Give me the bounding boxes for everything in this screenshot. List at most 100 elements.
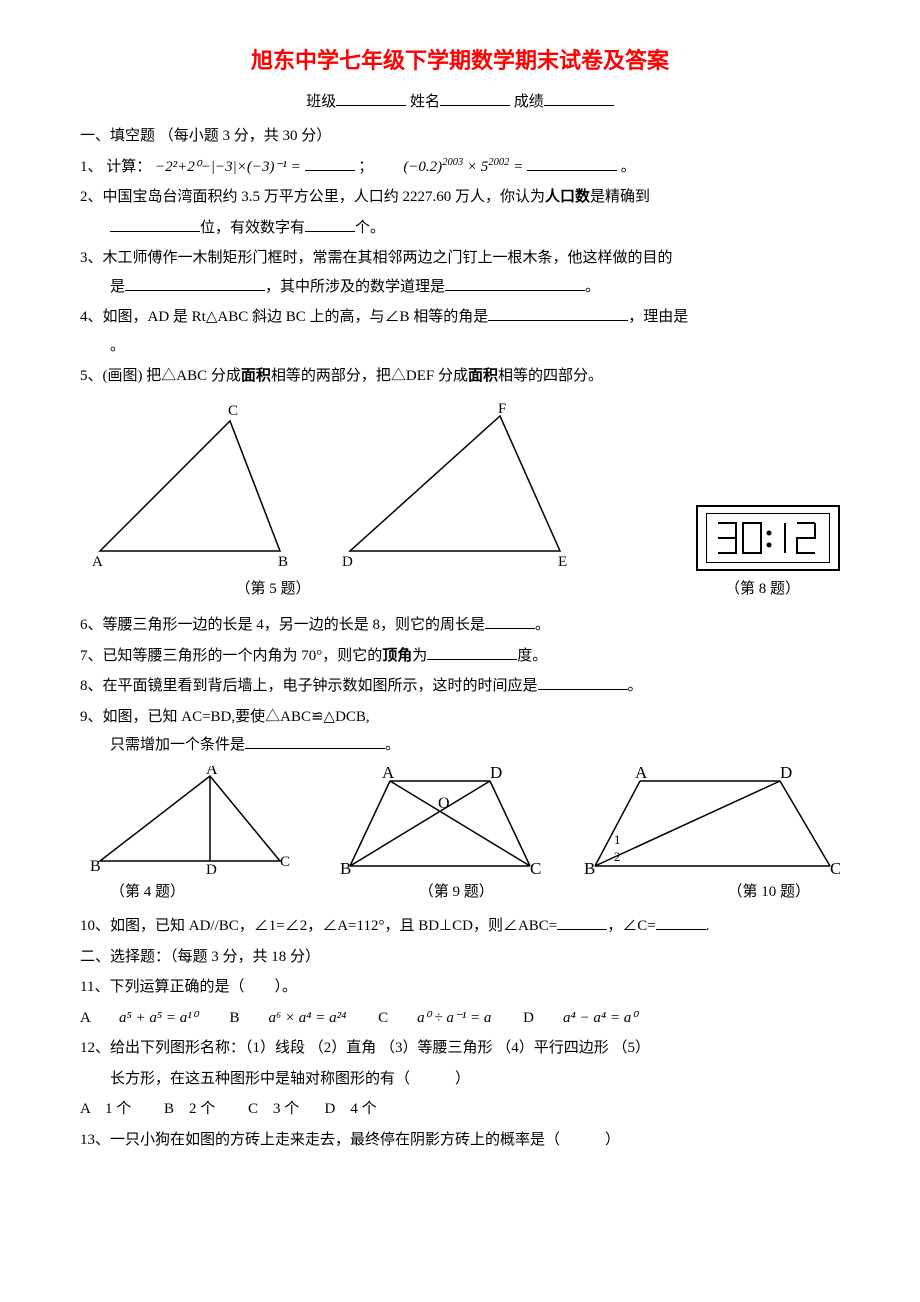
question-9: 9、如图，已知 AC=BD,要使△ABC≌△DCB, 只需增加一个条件是 。 xyxy=(80,703,840,760)
q1-expr1: −2²+2⁰−|−3|×(−3)⁻¹ = xyxy=(155,159,301,175)
question-5: 5、(画图) 把△ABC 分成面积相等的两部分，把△DEF 分成面积相等的四部分… xyxy=(80,362,840,391)
question-13: 13、一只小狗在如图的方砖上走来走去，最终停在阴影方砖上的概率是（ ） xyxy=(80,1126,840,1155)
tri2-D: D xyxy=(342,554,353,570)
q3-blank1 xyxy=(125,275,265,291)
section-1-heading: 一、填空题 （每小题 3 分，共 30 分） xyxy=(80,122,840,151)
section-2-heading: 二、选择题：（每题 3 分，共 18 分） xyxy=(80,943,840,972)
question-10: 10、如图，已知 AD//BC，∠1=∠2，∠A=112°，且 BD⊥CD，则∠… xyxy=(80,912,840,941)
q11-B-pre: B xyxy=(229,1010,254,1026)
q4-blank1 xyxy=(488,305,628,321)
question-8: 8、在平面镜里看到背后墙上，电子钟示数如图所示，这时的时间应是。 xyxy=(80,672,840,701)
page-title: 旭东中学七年级下学期数学期末试卷及答案 xyxy=(80,40,840,82)
figure-row-2: A B D C A D B C O A D B C 1 2 xyxy=(80,766,840,876)
question-1: 1、 计算： −2²+2⁰−|−3|×(−3)⁻¹ = ； (−0.2)2003… xyxy=(80,153,840,182)
q2-tail: 是精确到 xyxy=(590,189,650,205)
cap-q9: （第 9 题） xyxy=(419,878,494,907)
clock-inner xyxy=(706,513,830,563)
q7-bold: 顶角 xyxy=(382,648,412,664)
tri2-F: F xyxy=(498,401,506,417)
label-score: 成绩 xyxy=(514,94,544,110)
fig10-D: D xyxy=(780,766,792,782)
figure-caption-row-1: （第 5 题） （第 8 题） xyxy=(120,575,800,604)
q1-blank1 xyxy=(305,155,355,171)
q10-blank1 xyxy=(557,914,607,930)
clock-digits xyxy=(713,518,823,558)
triangle-def: D E F xyxy=(330,401,590,571)
q6-blank xyxy=(485,613,535,629)
q4b: ，理由是 xyxy=(628,309,688,325)
q2-text: 2、中国宝岛台湾面积约 3.5 万平方公里，人口约 2227.60 万人，你认为 xyxy=(80,189,545,205)
question-6: 6、等腰三角形一边的长是 4，另一边的长是 8，则它的周长是 。 xyxy=(80,611,840,640)
q12-B: B 2 个 xyxy=(164,1101,215,1117)
q11-D: D a⁴ − a⁴ = a⁰ xyxy=(523,1010,651,1026)
q5a: 5、(画图) 把△ABC 分成 xyxy=(80,368,241,384)
q3a: 3、木工师傅作一木制矩形门框时，常需在其相邻两边之门钉上一根木条，他这样做的目的 xyxy=(80,250,673,266)
figure-row-1: A B C D E F xyxy=(80,401,840,571)
question-11: 11、下列运算正确的是（ ）。 xyxy=(80,973,840,1002)
q3d: 。 xyxy=(585,279,600,295)
q11-A-expr: a⁵ + a⁵ = a¹⁰ xyxy=(119,1010,198,1026)
q9a: 9、如图，已知 AC=BD,要使△ABC≌△DCB, xyxy=(80,709,370,725)
question-4: 4、如图，AD 是 Rt△ABC 斜边 BC 上的高，与∠B 相等的角是，理由是… xyxy=(80,303,840,360)
fig4-D: D xyxy=(206,862,217,876)
question-2: 2、中国宝岛台湾面积约 3.5 万平方公里，人口约 2227.60 万人，你认为… xyxy=(80,183,840,212)
question-7: 7、已知等腰三角形的一个内角为 70°，则它的顶角为度。 xyxy=(80,642,840,671)
fig10-angle1: 1 xyxy=(614,832,621,847)
q6-text: 6、等腰三角形一边的长是 4，另一边的长是 8，则它的周长是 xyxy=(80,617,485,633)
cap-q10: （第 10 题） xyxy=(727,878,810,907)
cap-q4: （第 4 题） xyxy=(110,878,185,907)
fig9-O: O xyxy=(438,795,450,812)
q2-blank2 xyxy=(305,216,355,232)
q12-D: D 4 个 xyxy=(325,1101,377,1117)
question-3: 3、木工师傅作一木制矩形门框时，常需在其相邻两边之门钉上一根木条，他这样做的目的… xyxy=(80,244,840,301)
q1-end: 。 xyxy=(621,159,636,175)
q10-end: . xyxy=(706,918,710,934)
q4c: 。 xyxy=(110,338,125,354)
q7-text: 7、已知等腰三角形的一个内角为 70°，则它的 xyxy=(80,648,382,664)
tri1-A: A xyxy=(92,554,103,570)
q6-end: 。 xyxy=(535,617,550,633)
q11-D-pre: D xyxy=(523,1010,549,1026)
q12-C: C 3 个 xyxy=(248,1101,299,1117)
fig10-A: A xyxy=(635,766,648,782)
q9b: 只需增加一个条件是 xyxy=(110,737,245,753)
q9-blank xyxy=(245,733,385,749)
figure-caption-row-2: （第 4 题） （第 9 题） （第 10 题） xyxy=(110,878,810,907)
figure-q10: A D B C 1 2 xyxy=(580,766,840,876)
q10-blank2 xyxy=(656,914,706,930)
triangle-abc: A B C xyxy=(80,401,310,571)
clock-figure xyxy=(696,505,840,571)
q5-tail: 相等的四部分。 xyxy=(498,368,603,384)
q9-end: 。 xyxy=(385,737,400,753)
q1-exp-b: 2002 xyxy=(488,157,509,168)
q1-blank2 xyxy=(527,155,617,171)
q2-bold: 人口数 xyxy=(545,189,590,205)
cap-q8: （第 8 题） xyxy=(596,575,800,604)
q1-exp-a: 2003 xyxy=(442,157,463,168)
fig9-B: B xyxy=(340,859,351,876)
blank-score xyxy=(544,90,614,106)
q11-D-expr: a⁴ − a⁴ = a⁰ xyxy=(563,1010,637,1026)
q1-eq: = xyxy=(509,159,527,175)
q12-choices: A 1 个 B 2 个 C 3 个 D 4 个 xyxy=(80,1095,840,1124)
fig10-angle2: 2 xyxy=(614,849,621,864)
q1-expr2-base1: (−0.2) xyxy=(403,159,442,175)
tri1-C: C xyxy=(228,403,238,419)
fig9-C: C xyxy=(530,859,541,876)
question-12-line2: 长方形，在这五种图形中是轴对称图形的有（ ） xyxy=(110,1065,840,1094)
q10-text: 10、如图，已知 AD//BC，∠1=∠2，∠A=112°，且 BD⊥CD，则∠… xyxy=(80,918,557,934)
q3c: ，其中所涉及的数学道理是 xyxy=(265,279,445,295)
q11-C-pre: C xyxy=(378,1010,403,1026)
q7-blank xyxy=(427,644,517,660)
fig9-A: A xyxy=(382,766,395,782)
q8-end: 。 xyxy=(628,678,643,694)
figure-q9: A D B C O xyxy=(330,766,550,876)
q3b: 是 xyxy=(110,279,125,295)
q2-line2b: 个。 xyxy=(355,220,385,236)
q1-sep: ； xyxy=(358,159,373,175)
q11-C: C a⁰ ÷ a⁻¹ = a xyxy=(378,1010,505,1026)
q5-bold2: 面积 xyxy=(468,368,498,384)
q7-tail: 为 xyxy=(412,648,427,664)
tri1-B: B xyxy=(278,554,288,570)
question-2-line2: 位，有效数字有个。 xyxy=(110,214,840,243)
